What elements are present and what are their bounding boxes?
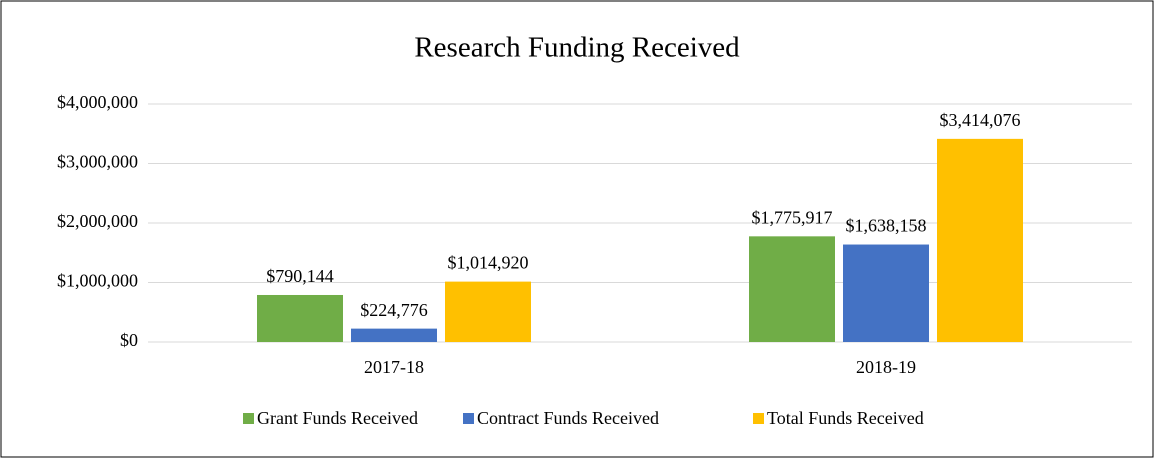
y-tick-label: $0	[120, 330, 138, 350]
legend-swatch	[463, 413, 474, 424]
data-label: $1,014,920	[448, 253, 529, 273]
y-tick-label: $2,000,000	[57, 211, 138, 231]
bar	[937, 138, 1023, 342]
legend-label: Contract Funds Received	[477, 408, 659, 428]
legend-label: Grant Funds Received	[257, 408, 418, 428]
bar	[351, 328, 437, 342]
data-label: $1,775,917	[752, 207, 833, 227]
bar	[257, 294, 343, 342]
chart-title: Research Funding Received	[414, 32, 740, 64]
x-tick-label: 2018-19	[856, 357, 916, 377]
legend-swatch	[243, 413, 254, 424]
data-label: $224,776	[360, 300, 428, 320]
y-tick-label: $3,000,000	[57, 152, 138, 172]
x-tick-label: 2017-18	[364, 357, 424, 377]
y-tick-label: $1,000,000	[57, 271, 138, 291]
legend-label: Total Funds Received	[767, 408, 924, 428]
bar	[445, 281, 531, 342]
data-label: $3,414,076	[940, 110, 1021, 130]
legend-swatch	[753, 413, 764, 424]
bar	[843, 244, 929, 342]
bar	[749, 236, 835, 342]
y-tick-label: $4,000,000	[57, 92, 138, 112]
data-label: $1,638,158	[846, 216, 927, 236]
data-label: $790,144	[266, 266, 334, 286]
